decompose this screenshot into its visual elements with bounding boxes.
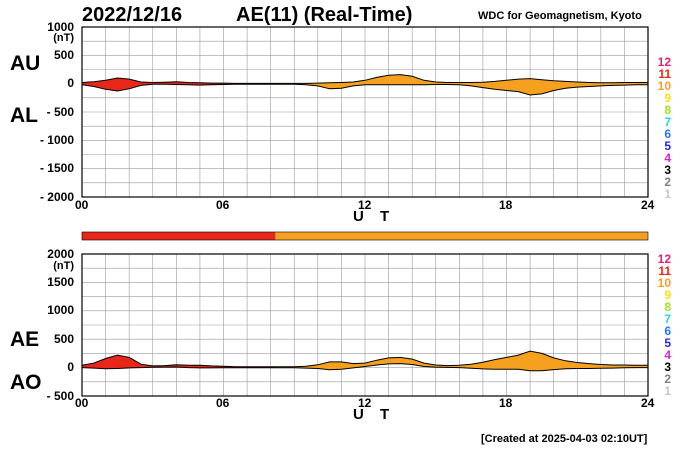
legend-level: 8 bbox=[664, 103, 671, 117]
legend-level: 2 bbox=[664, 372, 671, 386]
ytick-label: 0 bbox=[67, 76, 74, 90]
legend-level: 12 bbox=[657, 252, 671, 266]
chart-date: 2022/12/16 bbox=[82, 4, 183, 26]
x-axis-label: U T bbox=[353, 208, 396, 225]
legend-level: 6 bbox=[664, 324, 671, 338]
level-bar-segment bbox=[82, 232, 276, 240]
ytick-label: - 1000 bbox=[39, 133, 74, 147]
ytick-label: - 2000 bbox=[39, 190, 74, 204]
ytick-label: 500 bbox=[53, 332, 74, 346]
legend-level: 10 bbox=[657, 276, 671, 290]
legend-level: 5 bbox=[664, 139, 671, 153]
xtick-label: 00 bbox=[75, 198, 89, 212]
xtick-label: 18 bbox=[499, 396, 513, 410]
level-bar-segment bbox=[275, 232, 648, 240]
ytick-label: 0 bbox=[67, 360, 74, 374]
legend-level: 2 bbox=[664, 175, 671, 189]
unit-label-top: (nT) bbox=[53, 32, 74, 44]
legend-level: 7 bbox=[664, 115, 671, 129]
legend-level: 1 bbox=[664, 384, 671, 398]
ytick-label: 2000 bbox=[47, 247, 74, 261]
legend-level: 4 bbox=[664, 348, 671, 362]
series-line-au bbox=[81, 74, 648, 84]
legend-level: 8 bbox=[664, 300, 671, 314]
xtick-label: 12 bbox=[358, 198, 372, 212]
ytick-label: 1000 bbox=[47, 20, 74, 34]
level-bar-frame bbox=[81, 231, 649, 241]
legend-level: 9 bbox=[664, 91, 671, 105]
x-axis-label: U T bbox=[353, 406, 396, 423]
au-label: AU bbox=[10, 52, 41, 75]
ytick-label: - 500 bbox=[46, 389, 74, 403]
legend-level: 11 bbox=[658, 67, 671, 81]
legend-level: 12 bbox=[657, 55, 671, 69]
legend-level: 5 bbox=[664, 336, 671, 350]
al-label: AL bbox=[10, 104, 38, 127]
plot-frame bbox=[81, 253, 649, 397]
xtick-label: 06 bbox=[216, 396, 230, 410]
credit-label: WDC for Geomagnetism, Kyoto bbox=[478, 10, 642, 22]
xtick-label: 00 bbox=[75, 396, 89, 410]
series-line-ae bbox=[81, 350, 648, 368]
xtick-label: 06 bbox=[216, 198, 230, 212]
legend-level: 10 bbox=[657, 79, 671, 93]
xtick-label: 24 bbox=[641, 198, 655, 212]
ytick-label: - 500 bbox=[46, 105, 74, 119]
legend-level: 7 bbox=[664, 312, 671, 326]
legend-level: 3 bbox=[664, 360, 671, 374]
legend-level: 3 bbox=[664, 163, 671, 177]
series-line-al bbox=[81, 83, 648, 96]
xtick-label: 24 bbox=[641, 396, 655, 410]
chart-title: AE(11) (Real-Time) bbox=[236, 4, 413, 26]
xtick-label: 12 bbox=[358, 396, 372, 410]
ae-label: AE bbox=[10, 328, 40, 351]
legend-level: 1 bbox=[664, 187, 671, 201]
legend-level: 4 bbox=[664, 151, 671, 165]
ytick-label: 1500 bbox=[47, 275, 74, 289]
xtick-label: 18 bbox=[499, 198, 513, 212]
ytick-label: - 1500 bbox=[39, 161, 74, 175]
legend-level: 9 bbox=[664, 288, 671, 302]
ytick-label: 1000 bbox=[47, 303, 74, 317]
legend-level: 11 bbox=[658, 264, 671, 278]
plot-frame bbox=[81, 26, 649, 198]
legend-level: 6 bbox=[664, 127, 671, 141]
ytick-label: 500 bbox=[53, 48, 74, 62]
series-line-ao bbox=[81, 363, 648, 372]
created-timestamp: [Created at 2025-04-03 02:10UT] bbox=[481, 433, 648, 445]
ao-label: AO bbox=[10, 371, 42, 394]
unit-label-bottom: (nT) bbox=[53, 260, 74, 272]
